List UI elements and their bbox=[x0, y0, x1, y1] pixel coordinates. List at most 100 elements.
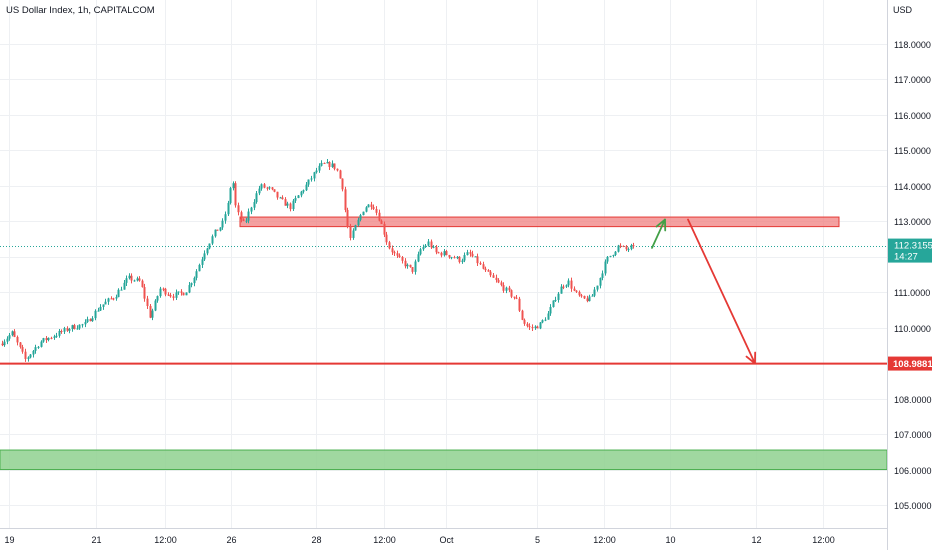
candle-body bbox=[401, 257, 404, 261]
candle-body bbox=[21, 347, 24, 352]
candle-body bbox=[575, 290, 578, 292]
time-tick-label: 19 bbox=[4, 535, 14, 545]
candle-body bbox=[344, 189, 347, 210]
candle-body bbox=[117, 289, 120, 298]
candle-body bbox=[528, 326, 531, 328]
support-price-value: 108.9881 bbox=[893, 359, 932, 370]
candle-body bbox=[544, 319, 547, 321]
candle-body bbox=[526, 323, 529, 327]
candle-body bbox=[625, 246, 628, 250]
candle-body bbox=[300, 191, 303, 196]
candle-body bbox=[565, 285, 568, 287]
candle-body bbox=[169, 295, 172, 297]
candle-body bbox=[307, 179, 310, 185]
candle-body bbox=[534, 326, 537, 328]
candle-body bbox=[110, 298, 113, 300]
candle-body bbox=[552, 300, 555, 308]
candle-body bbox=[445, 251, 448, 256]
candle-body bbox=[495, 277, 498, 280]
candle-body bbox=[214, 229, 217, 237]
candle-body bbox=[107, 298, 110, 302]
candle-body bbox=[448, 255, 451, 258]
candle-body bbox=[365, 207, 368, 212]
time-tick-label: 12:00 bbox=[593, 535, 616, 545]
candle-body bbox=[138, 278, 141, 281]
candle-body bbox=[378, 212, 381, 221]
candle-body bbox=[484, 268, 487, 271]
candle-body bbox=[417, 254, 420, 262]
candle-body bbox=[606, 256, 609, 262]
candle-body bbox=[411, 267, 414, 272]
candle-body bbox=[591, 295, 594, 297]
candle-body bbox=[536, 326, 539, 329]
candle-body bbox=[258, 188, 261, 194]
green-arrow-shaft bbox=[651, 218, 666, 249]
candle-body bbox=[91, 318, 94, 322]
candle-body bbox=[112, 298, 115, 300]
candle-body bbox=[292, 200, 295, 210]
candle-body bbox=[583, 295, 586, 299]
candle-body bbox=[315, 170, 318, 173]
candle-body bbox=[40, 341, 43, 347]
candle-body bbox=[630, 245, 633, 250]
candle-body bbox=[156, 296, 159, 301]
candle-body bbox=[326, 162, 329, 164]
candle-body bbox=[206, 248, 209, 254]
candle-body bbox=[505, 287, 508, 291]
candle-body bbox=[201, 259, 204, 265]
candle-body bbox=[443, 251, 446, 256]
candle-body bbox=[328, 162, 331, 167]
candle-body bbox=[151, 310, 154, 318]
candle-body bbox=[208, 243, 211, 249]
candle-body bbox=[357, 219, 360, 226]
candle-body bbox=[84, 322, 87, 325]
candle-body bbox=[482, 264, 485, 269]
candle-body bbox=[409, 264, 412, 268]
candle-body bbox=[136, 278, 139, 281]
candle-body bbox=[190, 283, 193, 286]
time-axis[interactable]: 19 21 12:00 26 28 12:00 Oct 5 12:00 10 12 12:00 bbox=[4, 535, 834, 545]
candle-body bbox=[125, 278, 128, 283]
candle-body bbox=[250, 207, 253, 212]
candle-body bbox=[63, 328, 66, 332]
candle-body bbox=[567, 280, 570, 286]
candle-body bbox=[94, 310, 97, 319]
candle-body bbox=[619, 245, 622, 247]
candle-body bbox=[159, 288, 162, 297]
candle-body bbox=[617, 245, 620, 252]
candle-body bbox=[37, 346, 40, 348]
time-tick-label: 10 bbox=[665, 535, 675, 545]
time-tick-label: 12 bbox=[751, 535, 761, 545]
candle-body bbox=[492, 275, 495, 278]
candle-body bbox=[73, 325, 76, 330]
candle-body bbox=[32, 350, 35, 355]
candle-body bbox=[383, 223, 386, 235]
candle-body bbox=[463, 255, 466, 261]
price-tick-label: 106.0000 bbox=[894, 466, 932, 476]
candle-body bbox=[388, 242, 391, 249]
candle-body bbox=[130, 275, 133, 281]
candle-body bbox=[336, 168, 339, 171]
candle-body bbox=[349, 227, 352, 238]
chart-title: US Dollar Index, 1h, CAPITALCOM bbox=[6, 5, 155, 16]
support-zone bbox=[0, 449, 888, 471]
last-price-value: 112.3155 bbox=[894, 241, 932, 252]
candle-body bbox=[604, 261, 607, 274]
candle-body bbox=[294, 198, 297, 201]
candle-body bbox=[253, 202, 256, 208]
candle-body bbox=[177, 291, 180, 293]
candle-body bbox=[440, 252, 443, 256]
candle-body bbox=[560, 286, 563, 294]
candle-body bbox=[313, 172, 316, 179]
candle-body bbox=[188, 285, 191, 293]
candle-body bbox=[627, 249, 630, 251]
candle-body bbox=[367, 204, 370, 208]
candle-body bbox=[432, 246, 435, 248]
candle-body bbox=[47, 337, 50, 341]
candle-body bbox=[266, 187, 269, 189]
price-tick-label: 115.0000 bbox=[894, 146, 931, 156]
candle-body bbox=[305, 184, 308, 191]
candle-body bbox=[489, 271, 492, 276]
